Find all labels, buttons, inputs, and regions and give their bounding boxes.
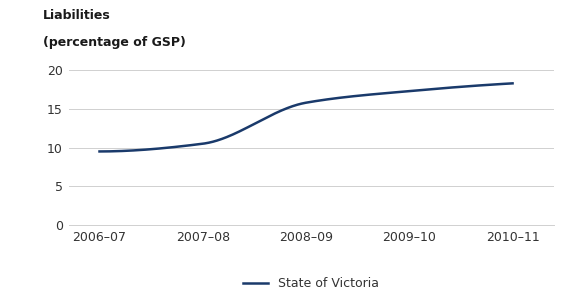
- State of Victoria: [342, 95, 349, 99]
- State of Victoria: [435, 87, 441, 90]
- State of Victoria: [320, 98, 327, 102]
- State of Victoria: [295, 103, 301, 106]
- State of Victoria: [96, 150, 103, 153]
- Legend: State of Victoria: State of Victoria: [243, 277, 379, 290]
- Text: (percentage of GSP): (percentage of GSP): [43, 36, 186, 50]
- Text: Liabilities: Liabilities: [43, 9, 111, 22]
- State of Victoria: [509, 81, 516, 85]
- State of Victoria: [292, 103, 299, 107]
- State of Victoria: [499, 82, 506, 86]
- Line: State of Victoria: State of Victoria: [99, 83, 513, 151]
